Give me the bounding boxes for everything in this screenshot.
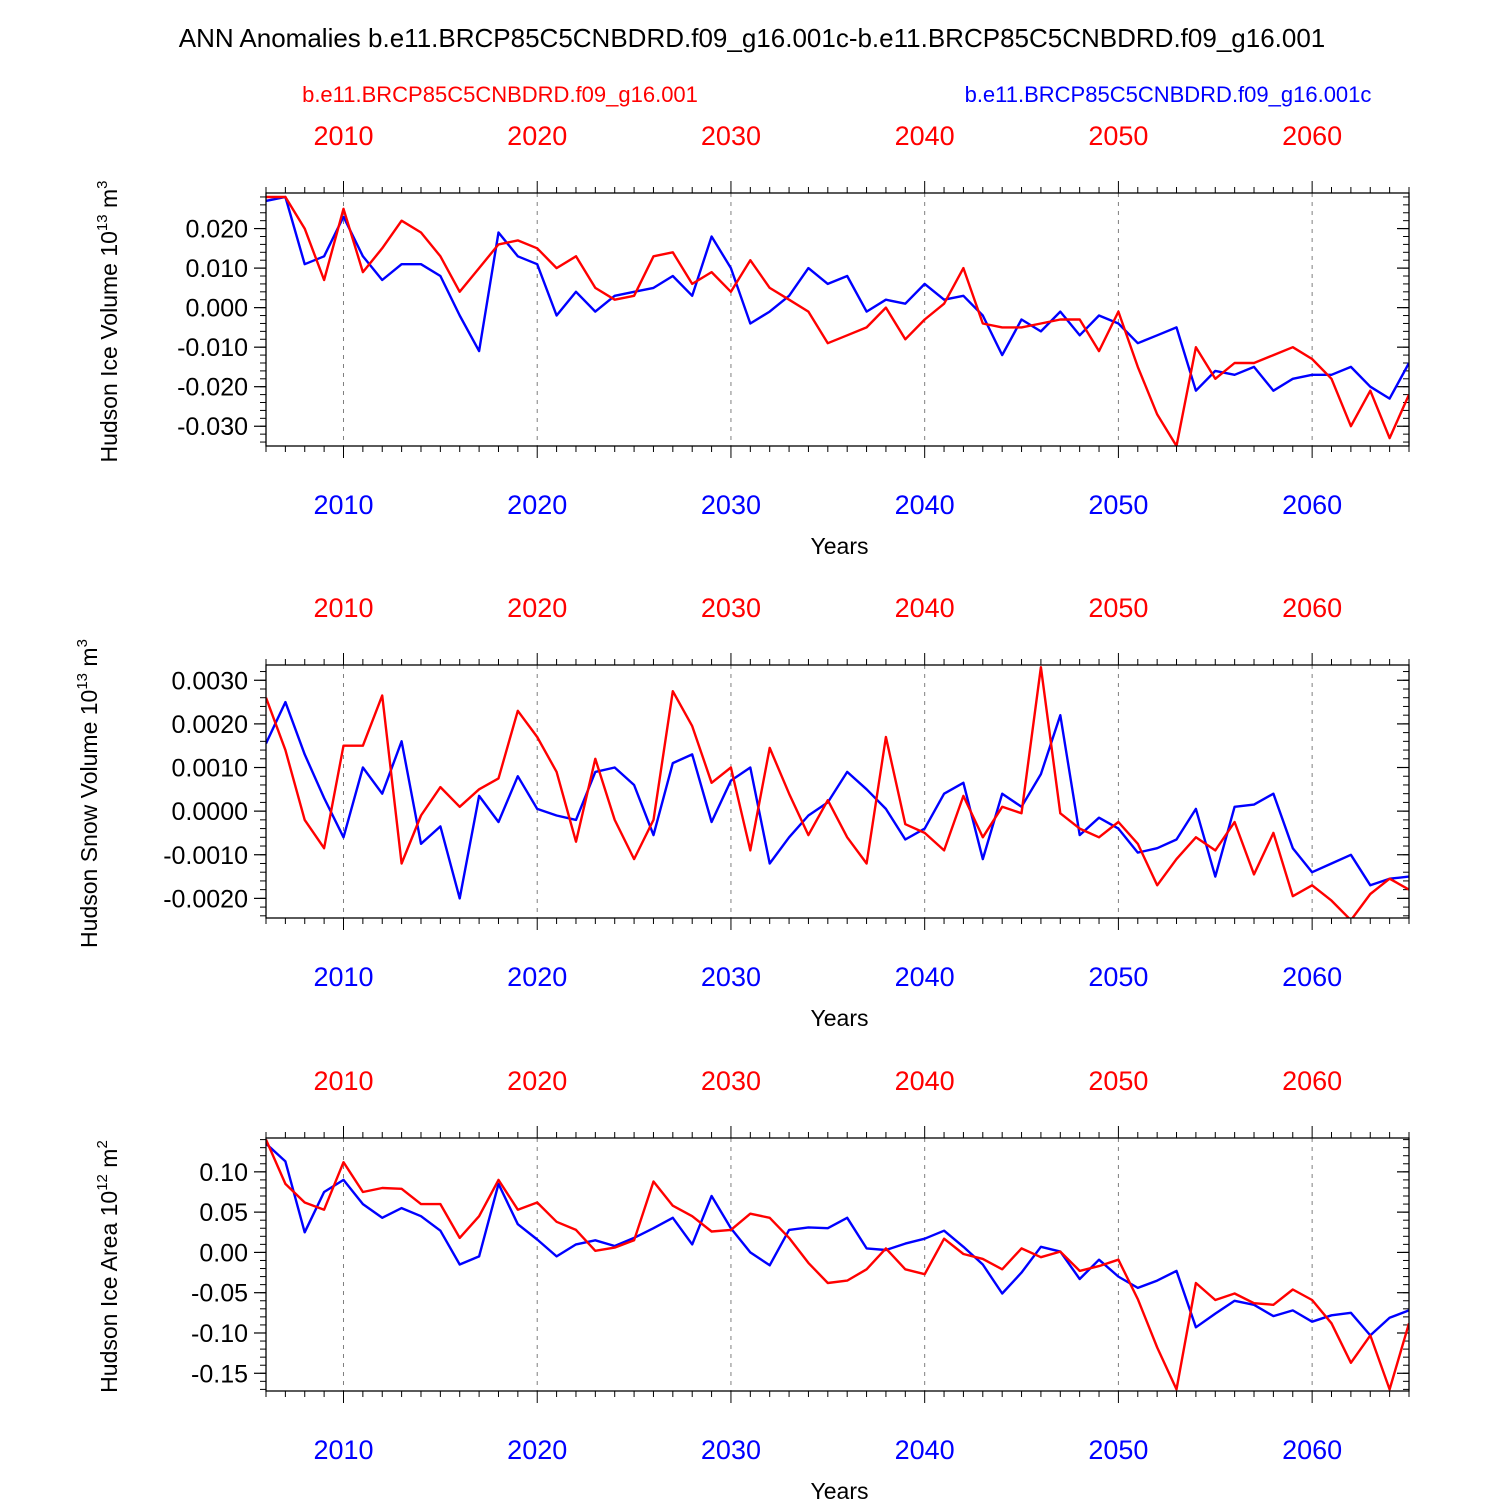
x-tick-label-top: 2060 (1282, 1066, 1342, 1096)
plot-frame (265, 1137, 1410, 1392)
legend-label-left: b.e11.BRCP85C5CNBDRD.f09_g16.001 (302, 82, 698, 107)
y-tick-label: 0.00 (199, 1239, 248, 1267)
y-tick-label: 0.0010 (172, 755, 248, 783)
x-tick-label-top: 2020 (507, 1066, 567, 1096)
x-tick-label-bottom: 2010 (313, 490, 373, 520)
x-tick-label-bottom: 2060 (1282, 962, 1342, 992)
y-tick-label: 0.000 (185, 295, 248, 323)
x-tick-label-top: 2050 (1088, 121, 1148, 151)
y-axis-label: Hudson Snow Volume 1013 m3 (74, 639, 102, 948)
x-tick-label-top: 2060 (1282, 593, 1342, 623)
x-tick-label-bottom: 2050 (1088, 490, 1148, 520)
y-tick-label: 0.05 (199, 1199, 248, 1227)
plot-frame (265, 192, 1410, 447)
y-tick-label: -0.05 (191, 1280, 248, 1308)
x-tick-label-bottom: 2040 (895, 962, 955, 992)
x-tick-label-top: 2030 (701, 593, 761, 623)
x-tick-label-top: 2030 (701, 1066, 761, 1096)
x-tick-label-top: 2050 (1088, 1066, 1148, 1096)
panel-2: 0.0030 0.0020 0.0010 0.0000 -0.0010 -0.0020 20… (74, 593, 1410, 1031)
x-tick-label-bottom: 2040 (895, 1435, 955, 1465)
x-tick-label-bottom: 2020 (507, 1435, 567, 1465)
y-tick-label: -0.0020 (163, 885, 248, 913)
legend-label-right: b.e11.BRCP85C5CNBDRD.f09_g16.001c (965, 82, 1372, 107)
series-line-red (266, 1139, 1409, 1391)
x-tick-label-bottom: 2030 (701, 962, 761, 992)
x-tick-label-bottom: 2030 (701, 490, 761, 520)
x-tick-label-top: 2040 (895, 121, 955, 151)
x-tick-label-bottom: 2040 (895, 490, 955, 520)
series-line-red (266, 666, 1409, 918)
x-axis-label: Years (811, 1478, 869, 1500)
y-tick-label: -0.15 (191, 1360, 248, 1388)
y-tick-label: -0.030 (177, 413, 248, 441)
x-tick-label-top: 2050 (1088, 593, 1148, 623)
x-tick-label-top: 2040 (895, 593, 955, 623)
y-tick-label: 0.010 (185, 255, 248, 283)
x-tick-label-top: 2030 (701, 121, 761, 151)
y-tick-label: 0.0020 (172, 711, 248, 739)
panel-3: 0.10 0.05 0.00 -0.05 -0.10 -0.15 2010 2010 2020 2… (94, 1066, 1410, 1500)
x-tick-label-bottom: 2050 (1088, 1435, 1148, 1465)
y-axis-label: Hudson Ice Volume 1013 m3 (94, 180, 122, 462)
x-tick-label-top: 2010 (313, 1066, 373, 1096)
y-tick-label: 0.020 (185, 216, 248, 244)
x-tick-label-top: 2060 (1282, 121, 1342, 151)
x-tick-label-bottom: 2010 (313, 962, 373, 992)
x-tick-label-bottom: 2030 (701, 1435, 761, 1465)
x-tick-label-top: 2040 (895, 1066, 955, 1096)
x-tick-label-top: 2010 (313, 593, 373, 623)
x-axis-label: Years (811, 1005, 869, 1031)
x-tick-label-bottom: 2020 (507, 962, 567, 992)
y-tick-label: 0.0030 (172, 667, 248, 695)
y-tick-label: -0.020 (177, 374, 248, 402)
panels: 0.020 0.010 0.000 -0.010 -0.020 -0.030 2010 201… (74, 121, 1410, 1500)
figure-title: ANN Anomalies b.e11.BRCP85C5CNBDRD.f09_g… (179, 23, 1326, 53)
y-tick-label: -0.10 (191, 1320, 248, 1348)
y-tick-label: -0.0010 (163, 842, 248, 870)
x-axis-label: Years (811, 533, 869, 559)
x-tick-label-top: 2020 (507, 593, 567, 623)
x-tick-label-bottom: 2060 (1282, 490, 1342, 520)
x-tick-label-bottom: 2010 (313, 1435, 373, 1465)
x-tick-label-top: 2010 (313, 121, 373, 151)
y-tick-label: 0.0000 (172, 798, 248, 826)
series-line-blue (266, 1142, 1409, 1337)
x-tick-label-bottom: 2020 (507, 490, 567, 520)
series-line-blue (266, 700, 1409, 900)
series-line-blue (266, 195, 1409, 400)
x-tick-label-bottom: 2050 (1088, 962, 1148, 992)
panel-1: 0.020 0.010 0.000 -0.010 -0.020 -0.030 2010 201… (94, 121, 1410, 559)
y-tick-label: -0.010 (177, 334, 248, 362)
series-line-red (266, 195, 1409, 446)
x-tick-label-top: 2020 (507, 121, 567, 151)
y-axis-label: Hudson Ice Area 1012 m2 (94, 1140, 122, 1393)
x-tick-label-bottom: 2060 (1282, 1435, 1342, 1465)
plot-frame (265, 664, 1410, 919)
y-tick-label: 0.10 (199, 1159, 248, 1187)
